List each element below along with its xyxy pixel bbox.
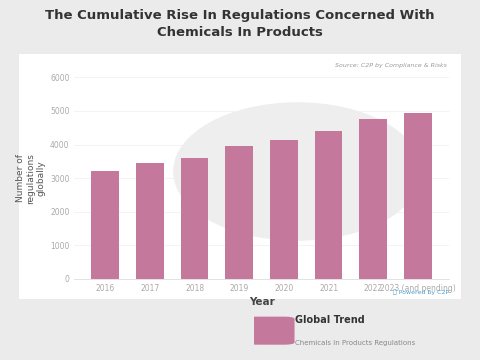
FancyBboxPatch shape	[246, 317, 295, 345]
Bar	[315, 131, 342, 279]
Y-axis label: Number of
regulations
globally: Number of regulations globally	[16, 153, 46, 204]
Bar	[136, 163, 164, 279]
Text: The Cumulative Rise In Regulations Concerned With
Chemicals In Products: The Cumulative Rise In Regulations Conce…	[45, 9, 435, 39]
Bar	[181, 158, 208, 279]
Bar	[91, 171, 119, 279]
Bar	[360, 120, 387, 279]
Circle shape	[174, 103, 421, 240]
Text: Ⓒ Powered by C2P: Ⓒ Powered by C2P	[393, 290, 449, 296]
X-axis label: Year: Year	[249, 297, 275, 307]
Text: Global Trend: Global Trend	[295, 315, 364, 325]
Bar	[404, 113, 432, 279]
Bar	[226, 146, 253, 279]
Bar	[270, 140, 298, 279]
Text: Chemicals In Products Regulations: Chemicals In Products Regulations	[295, 340, 415, 346]
Text: Source: C2P by Compliance & Risks: Source: C2P by Compliance & Risks	[335, 63, 446, 68]
